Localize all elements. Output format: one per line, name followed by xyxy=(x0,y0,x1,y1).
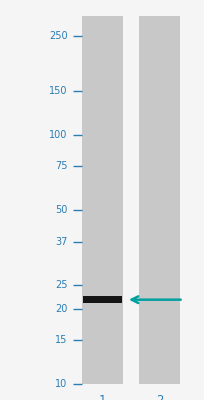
Text: 250: 250 xyxy=(49,31,67,41)
Text: 10: 10 xyxy=(55,379,67,389)
Text: 150: 150 xyxy=(49,86,67,96)
Text: 15: 15 xyxy=(55,335,67,345)
Text: 1: 1 xyxy=(98,394,106,400)
Text: 100: 100 xyxy=(49,130,67,140)
Text: 20: 20 xyxy=(55,304,67,314)
Text: 50: 50 xyxy=(55,205,67,215)
Bar xyxy=(82,16,122,384)
Text: 25: 25 xyxy=(55,280,67,290)
Bar xyxy=(139,16,180,384)
Text: 37: 37 xyxy=(55,238,67,248)
Text: 75: 75 xyxy=(55,161,67,171)
Text: 2: 2 xyxy=(155,394,163,400)
Bar xyxy=(83,296,121,303)
